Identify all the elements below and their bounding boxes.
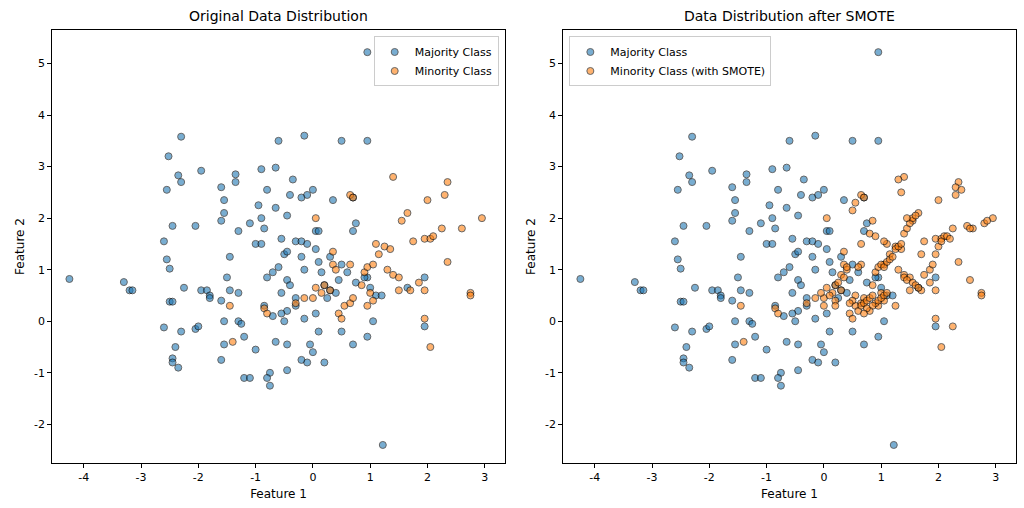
svg-text:-1: -1 <box>545 367 556 380</box>
svg-text:3: 3 <box>481 471 488 484</box>
svg-text:4: 4 <box>38 109 45 122</box>
svg-text:Majority Class: Majority Class <box>415 46 492 59</box>
svg-text:1: 1 <box>367 471 374 484</box>
svg-text:3: 3 <box>992 471 999 484</box>
svg-text:Minority Class (with SMOTE): Minority Class (with SMOTE) <box>610 65 765 78</box>
svg-text:0: 0 <box>309 471 316 484</box>
svg-text:0: 0 <box>820 471 827 484</box>
svg-text:1: 1 <box>878 471 885 484</box>
svg-text:-2: -2 <box>704 471 715 484</box>
svg-text:4: 4 <box>549 109 556 122</box>
svg-text:-2: -2 <box>545 418 556 431</box>
svg-text:0: 0 <box>549 315 556 328</box>
svg-text:0: 0 <box>38 315 45 328</box>
svg-text:2: 2 <box>549 212 556 225</box>
svg-text:-3: -3 <box>647 471 658 484</box>
svg-text:3: 3 <box>549 160 556 173</box>
svg-text:Original Data Distribution: Original Data Distribution <box>189 8 368 24</box>
svg-text:-1: -1 <box>761 471 772 484</box>
svg-text:-2: -2 <box>34 418 45 431</box>
svg-text:Feature 1: Feature 1 <box>250 487 307 501</box>
svg-text:Feature 2: Feature 2 <box>13 218 27 275</box>
svg-text:Feature 2: Feature 2 <box>524 218 538 275</box>
svg-text:5: 5 <box>38 57 45 70</box>
svg-text:5: 5 <box>549 57 556 70</box>
svg-text:-4: -4 <box>589 471 600 484</box>
svg-text:1: 1 <box>38 264 45 277</box>
svg-text:-4: -4 <box>78 471 89 484</box>
svg-text:2: 2 <box>935 471 942 484</box>
svg-text:2: 2 <box>38 212 45 225</box>
svg-text:Minority Class: Minority Class <box>415 65 492 78</box>
svg-text:Majority Class: Majority Class <box>610 46 687 59</box>
svg-text:3: 3 <box>38 160 45 173</box>
svg-text:-1: -1 <box>250 471 261 484</box>
svg-text:-1: -1 <box>34 367 45 380</box>
svg-text:Data Distribution after SMOTE: Data Distribution after SMOTE <box>684 8 895 24</box>
svg-text:Feature 1: Feature 1 <box>761 487 818 501</box>
svg-text:-2: -2 <box>193 471 204 484</box>
svg-text:2: 2 <box>424 471 431 484</box>
svg-text:1: 1 <box>549 264 556 277</box>
svg-text:-3: -3 <box>136 471 147 484</box>
